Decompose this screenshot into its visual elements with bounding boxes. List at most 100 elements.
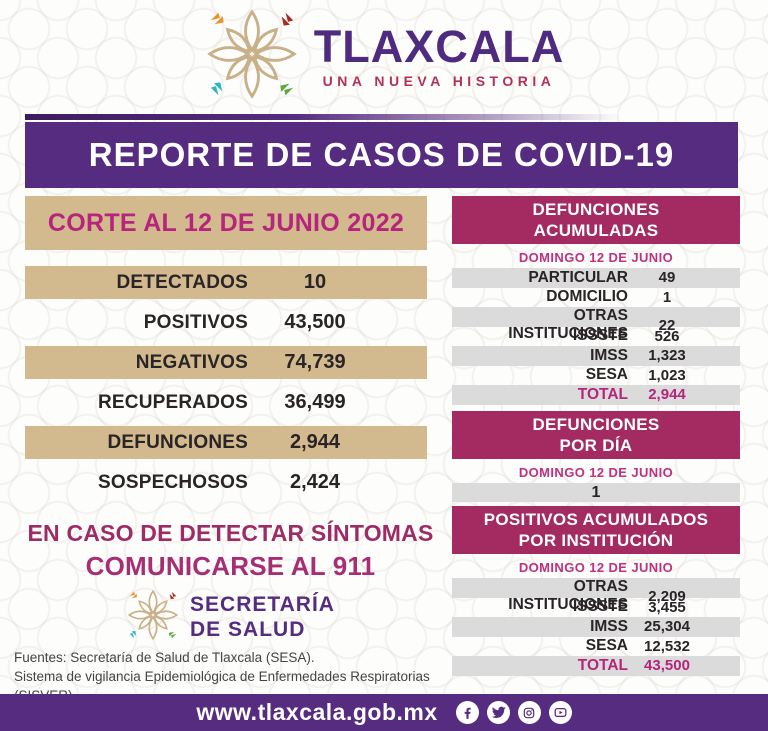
deaths-row-value: 1 bbox=[662, 288, 672, 306]
brand-title: TLAXCALA bbox=[313, 21, 565, 72]
deaths-accumulated-header: DEFUNCIONES ACUMULADAS bbox=[452, 196, 740, 244]
positives-row: TOTAL 43,500 bbox=[452, 656, 740, 676]
deaths-accumulated-row: IMSS 1,323 bbox=[452, 346, 740, 366]
positives-by-institution-section: POSITIVOS ACUMULADOS POR INSTITUCIÓN DOM… bbox=[452, 506, 740, 676]
tlaxcala-flower-logo-icon bbox=[204, 6, 300, 107]
sources-line1: Fuentes: Secretaría de Salud de Tlaxcala… bbox=[14, 650, 315, 665]
deaths-row-value: 2,944 bbox=[648, 386, 686, 404]
health-department-logo: SECRETARÍA DE SALUD bbox=[8, 588, 453, 647]
health-department-flower-icon bbox=[126, 588, 180, 647]
summary-row-label: DEFUNCIONES bbox=[107, 431, 248, 453]
deaths-accumulated-row: DOMICILIO 1 bbox=[452, 288, 740, 308]
footer-url-link[interactable]: www.tlaxcala.gob.mx bbox=[196, 699, 438, 725]
summary-row-value: 2,944 bbox=[289, 431, 341, 453]
header: TLAXCALA UNA NUEVA HISTORIA bbox=[0, 6, 768, 107]
health-department-line1: SECRETARÍA bbox=[190, 593, 335, 617]
summary-row-label: NEGATIVOS bbox=[135, 351, 248, 373]
health-department-line2: DE SALUD bbox=[190, 617, 306, 641]
positives-row-label: IMSS bbox=[590, 617, 628, 635]
deaths-row-label: DOMICILIO bbox=[546, 288, 628, 306]
summary-row: SOSPECHOSOS 2,424 bbox=[25, 466, 427, 499]
facebook-icon[interactable] bbox=[455, 701, 479, 724]
youtube-icon[interactable] bbox=[548, 701, 572, 724]
summary-row-value: 2,424 bbox=[289, 471, 341, 493]
summary-row: NEGATIVOS 74,739 bbox=[25, 346, 427, 379]
cutoff-date-text: CORTE AL 12 DE JUNIO 2022 bbox=[47, 208, 405, 237]
purple-divider-line bbox=[25, 114, 621, 120]
deaths-row-value: 1,023 bbox=[648, 366, 686, 384]
brand-block: TLAXCALA UNA NUEVA HISTORIA bbox=[314, 24, 564, 89]
positives-row-value: 12,532 bbox=[644, 637, 690, 655]
positives-row: OTRAS INSTITUCIONES 2,209 bbox=[452, 578, 740, 613]
summary-row-label: DETECTADOS bbox=[116, 271, 248, 293]
deaths-accumulated-title-line2: ACUMULADAS bbox=[533, 221, 659, 240]
deaths-row-label: PARTICULAR bbox=[528, 268, 628, 286]
positives-table: OTRAS INSTITUCIONES 2,209 ISSSTE 3,455 I… bbox=[452, 578, 740, 676]
deaths-accumulated-row: PARTICULAR 49 bbox=[452, 268, 740, 288]
deaths-accumulated-date: DOMINGO 12 DE JUNIO bbox=[518, 250, 674, 265]
deaths-accumulated-table: PARTICULAR 49 DOMICILIO 1 OTRAS INSTITUC… bbox=[452, 268, 740, 405]
deaths-row-value: 22 bbox=[658, 316, 676, 334]
symptoms-notice-line1: EN CASO DE DETECTAR SÍNTOMAS bbox=[27, 520, 434, 546]
deaths-accumulated-row: SESA 1,023 bbox=[452, 366, 740, 386]
positives-row-value: 43,500 bbox=[644, 657, 690, 675]
positives-row-label: OTRAS INSTITUCIONES bbox=[508, 578, 628, 613]
brand-tagline: UNA NUEVA HISTORIA bbox=[322, 73, 556, 89]
deaths-per-day-title-line2: POR DÍA bbox=[559, 435, 633, 455]
deaths-row-value: 526 bbox=[654, 327, 680, 345]
summary-row-value: 74,739 bbox=[284, 351, 346, 373]
summary-panel: CORTE AL 12 DE JUNIO 2022 DETECTADOS 10 … bbox=[25, 196, 427, 506]
summary-row-value: 36,499 bbox=[284, 391, 346, 413]
deaths-per-day-date: DOMINGO 12 DE JUNIO bbox=[518, 464, 674, 480]
summary-row: DEFUNCIONES 2,944 bbox=[25, 426, 427, 459]
positives-row-label: SESA bbox=[585, 637, 628, 655]
social-icons bbox=[455, 701, 572, 724]
positives-row-label: TOTAL bbox=[577, 656, 628, 674]
deaths-accumulated-row: TOTAL 2,944 bbox=[452, 385, 740, 405]
positives-date: DOMINGO 12 DE JUNIO bbox=[518, 560, 674, 575]
twitter-icon[interactable] bbox=[486, 701, 510, 724]
positives-row-label: ISSSTE bbox=[572, 598, 628, 616]
summary-row-value: 10 bbox=[303, 271, 327, 293]
footer-bar: www.tlaxcala.gob.mx bbox=[0, 694, 768, 731]
summary-row: DETECTADOS 10 bbox=[25, 266, 427, 299]
deaths-row-label: OTRAS INSTITUCIONES bbox=[508, 307, 628, 342]
deaths-row-label: SESA bbox=[585, 366, 628, 384]
positives-header: POSITIVOS ACUMULADOS POR INSTITUCIÓN bbox=[452, 506, 740, 554]
instagram-icon[interactable] bbox=[517, 701, 541, 724]
deaths-accumulated-row: ISSSTE 526 bbox=[452, 327, 740, 347]
summary-row-label: RECUPERADOS bbox=[98, 391, 248, 413]
deaths-row-value: 49 bbox=[658, 269, 676, 287]
symptoms-notice-line2: COMUNICARSE AL 911 bbox=[85, 551, 376, 581]
detail-panel: DEFUNCIONES ACUMULADAS DOMINGO 12 DE JUN… bbox=[452, 196, 740, 676]
positives-row: SESA 12,532 bbox=[452, 637, 740, 657]
symptoms-notice: EN CASO DE DETECTAR SÍNTOMAS COMUNICARSE… bbox=[8, 520, 453, 582]
deaths-per-day-value: 1 bbox=[452, 482, 740, 502]
deaths-row-label: ISSSTE bbox=[572, 327, 628, 345]
deaths-row-label: TOTAL bbox=[577, 385, 628, 403]
summary-row: RECUPERADOS 36,499 bbox=[25, 386, 427, 419]
deaths-row-value: 1,323 bbox=[648, 347, 686, 365]
summary-table: DETECTADOS 10 POSITIVOS 43,500 NEGATIVOS… bbox=[25, 266, 427, 499]
positives-title-line1: POSITIVOS ACUMULADOS bbox=[483, 510, 709, 529]
positives-title-line2: POR INSTITUCIÓN bbox=[518, 531, 674, 550]
health-department-name: SECRETARÍA DE SALUD bbox=[190, 593, 335, 641]
summary-row-value: 43,500 bbox=[284, 311, 346, 333]
deaths-row-label: IMSS bbox=[590, 346, 628, 364]
deaths-per-day-header: DEFUNCIONES POR DÍA bbox=[452, 410, 740, 459]
deaths-accumulated-row: OTRAS INSTITUCIONES 22 bbox=[452, 307, 740, 342]
positives-row: IMSS 25,304 bbox=[452, 617, 740, 637]
summary-row: POSITIVOS 43,500 bbox=[25, 306, 427, 339]
report-title-banner: REPORTE DE CASOS DE COVID-19 bbox=[25, 122, 738, 188]
positives-row-value: 2,209 bbox=[648, 587, 686, 605]
report-title: REPORTE DE CASOS DE COVID-19 bbox=[88, 136, 675, 173]
deaths-accumulated-title-line1: DEFUNCIONES bbox=[532, 200, 660, 219]
cutoff-date-banner: CORTE AL 12 DE JUNIO 2022 bbox=[25, 196, 427, 250]
deaths-per-day-section: DEFUNCIONES POR DÍA DOMINGO 12 DE JUNIO … bbox=[452, 410, 740, 502]
positives-row: ISSSTE 3,455 bbox=[452, 598, 740, 618]
positives-row-value: 3,455 bbox=[648, 598, 686, 616]
deaths-per-day-title-line1: DEFUNCIONES bbox=[532, 414, 660, 434]
positives-row-value: 25,304 bbox=[644, 618, 690, 636]
summary-row-label: POSITIVOS bbox=[143, 311, 248, 333]
